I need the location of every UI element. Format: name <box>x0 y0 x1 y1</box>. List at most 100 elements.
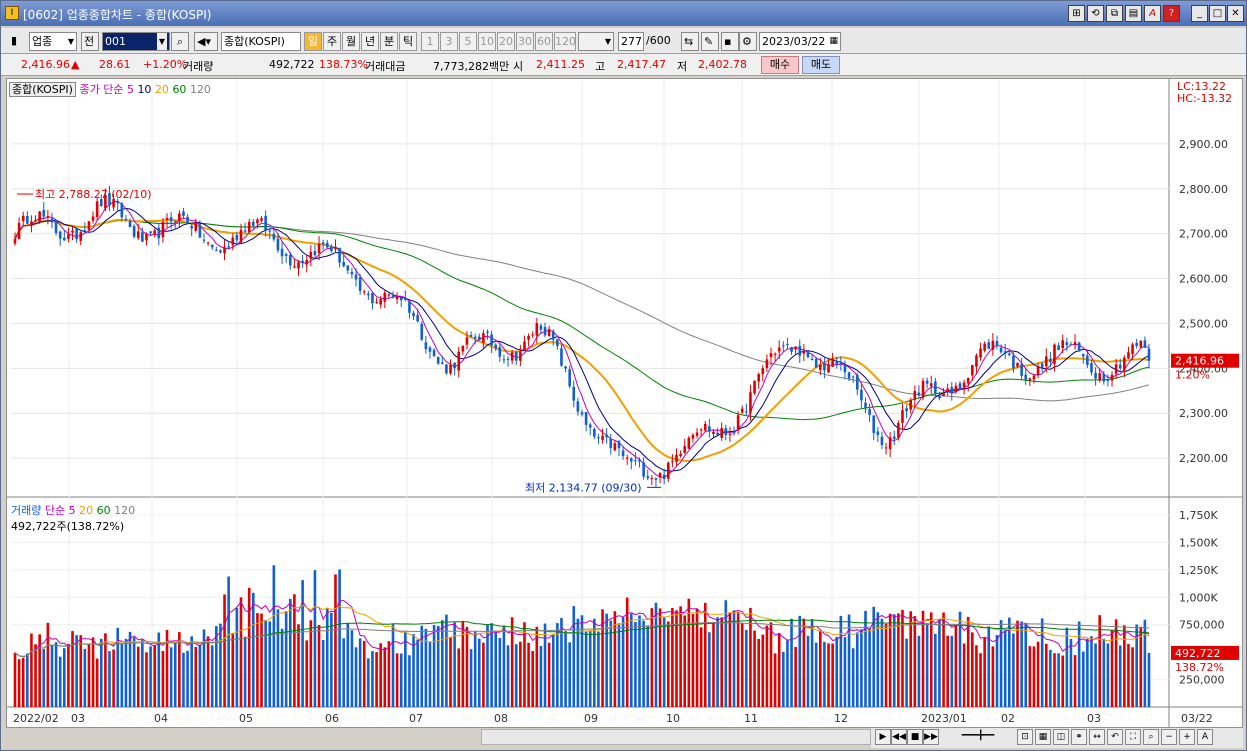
stop-icon[interactable]: ■ <box>907 729 923 745</box>
save-icon[interactable]: ▪ <box>721 32 739 51</box>
candle-body <box>1123 357 1126 371</box>
candle-body <box>198 224 202 238</box>
last-volume-value: 492,722 <box>1175 647 1221 660</box>
minute-5[interactable]: 5 <box>459 32 477 51</box>
minute-10[interactable]: 10 <box>478 32 496 51</box>
candle-body <box>802 350 806 354</box>
candle-body <box>477 336 481 341</box>
candle-body <box>116 200 120 204</box>
period-day[interactable]: 일 <box>304 32 322 51</box>
arrow-left-right-icon[interactable]: ↔ <box>1089 729 1105 745</box>
close-button[interactable]: ✕ <box>1227 5 1244 22</box>
date-input[interactable]: 2023/03/22 ▦ <box>759 32 841 51</box>
copy-icon[interactable]: ⧉ <box>1106 5 1123 22</box>
volume-bar <box>256 613 259 707</box>
candle-body <box>260 218 263 221</box>
minute-60[interactable]: 60 <box>535 32 553 51</box>
candle-body <box>658 472 662 478</box>
speaker-icon[interactable]: ◀▾ <box>194 32 218 51</box>
print-icon[interactable]: ▤ <box>1125 5 1142 22</box>
candle-body <box>905 408 908 412</box>
candle-body <box>909 399 912 410</box>
volume-bar <box>190 636 193 707</box>
candle-body <box>215 249 218 251</box>
minute-120[interactable]: 120 <box>554 32 576 51</box>
volume-bar <box>605 613 608 707</box>
period-week[interactable]: 주 <box>323 32 341 51</box>
hc-value: HC:-13.32 <box>1177 92 1233 105</box>
minimize-button[interactable]: _ <box>1191 5 1208 22</box>
zoom-fit-icon[interactable]: ⊡ <box>1017 729 1033 745</box>
prev-button[interactable]: 전 <box>81 32 99 51</box>
price-name-box[interactable]: 종합(KOSPI) <box>9 82 76 97</box>
volume-bar <box>432 625 436 707</box>
help-icon[interactable]: ? <box>1163 5 1180 22</box>
candle-body <box>182 211 185 216</box>
font-size-icon[interactable]: A <box>1197 729 1213 745</box>
period-minute[interactable]: 분 <box>380 32 398 51</box>
buy-button[interactable]: 매수 <box>761 56 799 74</box>
forward-icon[interactable]: ▶▶ <box>923 729 939 745</box>
rewind-icon[interactable]: ◀◀ <box>891 729 907 745</box>
layout-icon[interactable]: ⊞ <box>1068 5 1085 22</box>
candle-body <box>749 392 752 413</box>
period-month[interactable]: 월 <box>342 32 360 51</box>
amount: 7,773,282백만 <box>433 60 510 73</box>
grid-view-icon[interactable]: ▦ <box>1035 729 1051 745</box>
count-input[interactable]: 277 <box>618 32 644 51</box>
code-input[interactable]: 001 ▼ <box>102 32 170 51</box>
candle-body <box>691 434 695 439</box>
split-view-icon[interactable]: ◫ <box>1053 729 1069 745</box>
volume-bar <box>399 653 403 707</box>
volume-bar <box>223 594 226 707</box>
pin-icon[interactable]: ▮ <box>11 34 18 47</box>
volume-bar <box>864 610 867 707</box>
period-year[interactable]: 년 <box>361 32 379 51</box>
chart-area[interactable]: 2,900.00 2,800.00 2,700.00 2,600.00 2,500.00… <box>6 78 1243 728</box>
candle-body <box>839 362 843 364</box>
sell-button[interactable]: 매도 <box>802 56 840 74</box>
price-y-tick: 2,500.00 <box>1179 317 1228 330</box>
candle-body <box>1143 340 1147 348</box>
period-tick[interactable]: 틱 <box>399 32 417 51</box>
custom-minute-select[interactable]: ▼ <box>578 32 614 51</box>
candle-body <box>597 437 600 439</box>
candle-body <box>1065 342 1069 346</box>
minute-3[interactable]: 3 <box>440 32 458 51</box>
zoom-search-icon[interactable]: ⌕ <box>1143 729 1159 745</box>
magnifier-icon[interactable]: ⌕ <box>171 32 189 51</box>
candle-body <box>975 355 978 367</box>
horizontal-scrollbar[interactable] <box>481 729 871 745</box>
scroll-first-icon[interactable]: ▶ <box>875 729 891 745</box>
refresh-icon[interactable]: ⟲ <box>1087 5 1104 22</box>
sector-select[interactable]: 업종 ▼ <box>29 32 77 51</box>
minute-30[interactable]: 30 <box>516 32 534 51</box>
candle-body <box>367 293 370 296</box>
volume-bar <box>272 565 276 707</box>
chart-svg[interactable]: 2,900.00 2,800.00 2,700.00 2,600.00 2,500.00… <box>7 79 1242 727</box>
last-volume-rate: 138.72% <box>1175 661 1224 674</box>
candle-body <box>178 213 181 222</box>
fullscreen-icon[interactable]: ⛶ <box>1125 729 1141 745</box>
candle-body <box>34 220 37 222</box>
undo-icon[interactable]: ↶ <box>1107 729 1123 745</box>
candle-body <box>888 437 892 450</box>
chart-tool-icon[interactable]: ✎ <box>701 32 719 51</box>
candle-body <box>1049 358 1052 362</box>
candle-body <box>1020 364 1023 376</box>
volume-bar <box>325 607 329 707</box>
volume-bar <box>445 614 448 707</box>
link-icon[interactable]: ⚭ <box>1071 729 1087 745</box>
candle-body <box>145 233 148 241</box>
zoom-in-icon[interactable]: + <box>1179 729 1195 745</box>
swap-icon[interactable]: ⇆ <box>681 32 699 51</box>
maximize-button[interactable]: □ <box>1209 5 1226 22</box>
candle-body <box>379 299 382 305</box>
minute-20[interactable]: 20 <box>497 32 515 51</box>
zoom-out-icon[interactable]: − <box>1161 729 1177 745</box>
minute-1[interactable]: 1 <box>421 32 439 51</box>
settings-icon[interactable]: ⚙ <box>739 32 757 51</box>
zoom-slider[interactable]: ━━━╋━━ <box>961 731 995 741</box>
font-icon[interactable]: A <box>1144 5 1161 22</box>
